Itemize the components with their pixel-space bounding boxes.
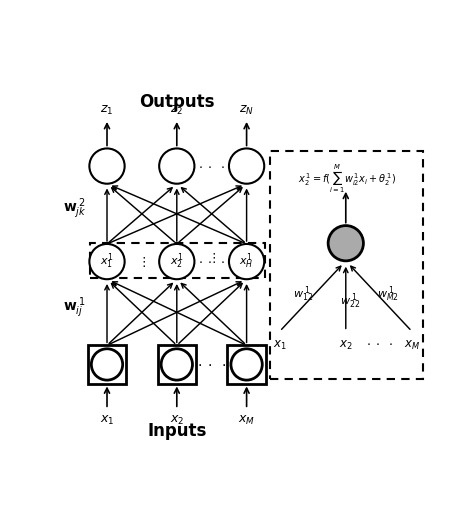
Text: $w_{12}^{\;1}$: $w_{12}^{\;1}$ xyxy=(293,284,314,304)
Text: $x_1^1$: $x_1^1$ xyxy=(100,252,114,271)
Circle shape xyxy=(91,349,123,380)
Text: $z_1$: $z_1$ xyxy=(100,104,114,117)
Text: $x_2$: $x_2$ xyxy=(170,414,184,427)
Circle shape xyxy=(229,149,264,184)
Bar xyxy=(271,151,423,379)
Bar xyxy=(228,346,266,383)
Text: $\cdot\;\cdot\;\cdot$: $\cdot\;\cdot\;\cdot$ xyxy=(365,337,392,350)
Text: $\vdots$: $\vdots$ xyxy=(207,251,216,265)
Text: $x_2$: $x_2$ xyxy=(339,339,353,352)
Text: $x_1$: $x_1$ xyxy=(100,414,114,427)
Text: $x_H^1$: $x_H^1$ xyxy=(239,252,254,271)
Text: $z_N$: $z_N$ xyxy=(239,104,254,117)
Circle shape xyxy=(90,244,125,279)
Circle shape xyxy=(231,349,262,380)
Bar xyxy=(91,243,265,278)
Text: $x_M$: $x_M$ xyxy=(238,414,255,427)
Circle shape xyxy=(229,244,264,279)
Text: $\mathbf{w}_{jk}^{\;2}$: $\mathbf{w}_{jk}^{\;2}$ xyxy=(63,196,87,221)
Text: $\vdots$: $\vdots$ xyxy=(137,254,146,269)
Text: Outputs: Outputs xyxy=(139,93,215,111)
Text: Inputs: Inputs xyxy=(147,422,207,440)
Text: $x_M$: $x_M$ xyxy=(404,339,420,352)
Circle shape xyxy=(161,349,192,380)
Text: $\cdot\;\cdot\;\cdot$: $\cdot\;\cdot\;\cdot$ xyxy=(197,357,227,371)
Text: $z_2$: $z_2$ xyxy=(170,104,183,117)
Bar xyxy=(158,346,196,383)
Circle shape xyxy=(328,226,364,261)
Text: $x_2^1$: $x_2^1$ xyxy=(170,252,183,271)
Text: $\mathbf{w}_{ij}^{\;1}$: $\mathbf{w}_{ij}^{\;1}$ xyxy=(63,295,86,320)
Bar xyxy=(88,346,126,383)
Text: $\cdot\;\cdot\;\cdot$: $\cdot\;\cdot\;\cdot$ xyxy=(199,255,225,268)
Text: $w_{M2}^{\;1}$: $w_{M2}^{\;1}$ xyxy=(377,284,399,304)
Circle shape xyxy=(90,149,125,184)
Circle shape xyxy=(159,149,194,184)
Text: $x_2^{\,1}=f(\sum_{i=1}^{M}w_{i2}^{\,1}x_i+\theta_2^{\,1})$: $x_2^{\,1}=f(\sum_{i=1}^{M}w_{i2}^{\,1}x… xyxy=(298,163,396,195)
Circle shape xyxy=(159,244,194,279)
Text: $x_1$: $x_1$ xyxy=(273,339,287,352)
Text: $\cdot\;\cdot\;\cdot$: $\cdot\;\cdot\;\cdot$ xyxy=(199,160,225,172)
Text: $w_{22}^{\;1}$: $w_{22}^{\;1}$ xyxy=(340,292,360,311)
